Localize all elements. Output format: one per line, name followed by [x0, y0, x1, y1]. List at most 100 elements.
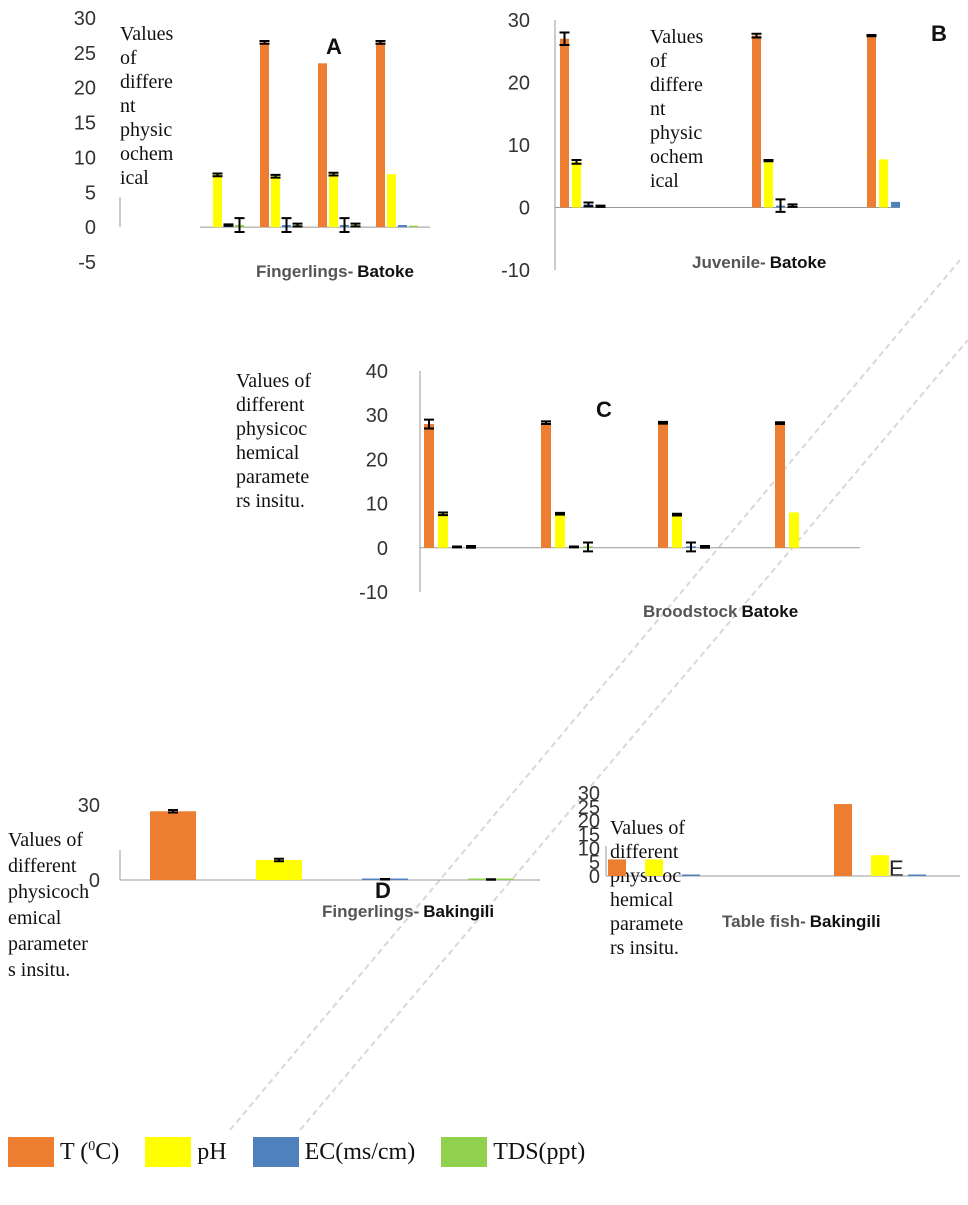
legend-label: EC(ms/cm)	[305, 1139, 416, 1166]
chart-c-y-tick: -10	[359, 582, 388, 604]
chart-e-bar-ec	[682, 874, 700, 876]
chart-b-error-bar	[583, 201, 594, 208]
chart-b-error-bar	[571, 159, 582, 165]
chart-a: A Fingerlings- Batoke 30 25 20 15 10 5 0 -5 Valu…	[74, 8, 430, 281]
legend-swatch	[252, 1137, 299, 1167]
chart-a-y-tick: 15	[74, 113, 96, 135]
chart-a-bar-ph	[387, 174, 396, 228]
chart-b-y-tick: 30	[508, 10, 530, 32]
chart-e-x-title: Table fish- Bakingili	[722, 912, 881, 931]
chart-a-error-bar	[270, 173, 281, 179]
chart-d-y-tick: 30	[78, 795, 100, 817]
chart-d-bar-ph	[256, 860, 302, 880]
chart-e-letter: E	[889, 856, 904, 881]
chart-c-bar-t	[424, 424, 434, 548]
chart-a-error-bar	[328, 171, 339, 177]
legend-label: TDS(ppt)	[493, 1139, 585, 1166]
chart-c-y-ticks: 40 30 20 10 0 -10	[359, 361, 860, 604]
legend-label-text: EC(ms/cm)	[304, 1138, 416, 1165]
legend-label: pH	[197, 1139, 226, 1166]
chart-a-y-tick: 30	[74, 8, 96, 30]
chart-e-y-label: Values ofdifferentphysicochemicalparamet…	[610, 817, 685, 959]
chart-c-error-bar	[658, 420, 668, 425]
chart-d-y-label: Values of different physicoch emical paramet…	[8, 829, 89, 981]
chart-e-bar-ph	[645, 859, 663, 876]
chart-b-bar-ph	[764, 160, 773, 208]
chart-b-letter: B	[931, 21, 947, 46]
chart-c-error-bar	[686, 541, 696, 553]
chart-c-y-label: Values ofdifferentphysicochemicalparamet…	[236, 370, 311, 512]
chart-b-y-tick: -10	[501, 260, 530, 282]
chart-c-y-tick: 30	[366, 405, 388, 427]
chart-a-y-label-line: physic	[120, 119, 172, 141]
chart-c-y-tick: 0	[377, 538, 388, 560]
chart-e-y-tick: 10	[578, 838, 600, 860]
chart-b-y-ticks: 30 20 10 0 -10	[501, 10, 900, 282]
chart-c-error-bar	[583, 541, 593, 553]
legend-item: T (0C)	[8, 1137, 119, 1167]
chart-d-error-bar	[380, 878, 390, 881]
legend-item: pH	[145, 1137, 227, 1167]
chart-a-error-bar	[223, 223, 234, 227]
chart-b-y-label-line: physic	[650, 122, 702, 144]
chart-b-error-bar	[763, 159, 774, 163]
chart-c-bar-ph	[555, 513, 565, 548]
chart-d-y-tick: 0	[89, 870, 100, 892]
chart-a-y-tick: 5	[85, 182, 96, 204]
chart-e-y-label-line: Values of	[610, 817, 685, 839]
chart-e-y-tick: 15	[578, 825, 600, 847]
chart-c-error-bar	[452, 545, 462, 549]
legend-swatch	[8, 1137, 54, 1167]
chart-b-error-bar	[751, 32, 762, 39]
chart-b-error-bar	[787, 203, 798, 208]
chart-c-y-label-line: hemical	[236, 442, 300, 464]
chart-b: B Juvenile- Batoke 30 20 10 0 -10 Valuesofdif…	[501, 10, 947, 282]
chart-b-y-tick: 20	[508, 73, 530, 95]
chart-a-y-label-line: of	[120, 47, 137, 69]
chart-e-y-tick: 30	[578, 783, 600, 805]
chart-c-y-label-line: physicoc	[236, 418, 307, 440]
legend-item: TDS(ppt)	[441, 1137, 585, 1167]
watermark	[229, 259, 968, 1130]
chart-a-error-bar	[212, 172, 223, 178]
chart-c-error-bar	[466, 545, 476, 549]
chart-a-y-label-line: nt	[120, 95, 136, 117]
chart-c-bar-ph	[438, 513, 448, 548]
legend-item: EC(ms/cm)	[252, 1137, 416, 1167]
chart-e-y-tick: 0	[589, 866, 600, 888]
chart-c-y-label-line: different	[236, 394, 305, 416]
chart-c-bars	[424, 418, 799, 553]
legend-label-text: pH	[197, 1138, 227, 1165]
chart-a-bar-t	[260, 42, 269, 228]
chart-a-bar-ph	[271, 176, 280, 228]
chart-e-y-tick: 25	[578, 797, 600, 819]
chart-b-error-bar	[559, 31, 570, 46]
chart-b-y-label-line: ochem	[650, 146, 704, 168]
chart-b-bar-t	[752, 35, 761, 208]
legend-label: T (0C)	[60, 1139, 119, 1166]
chart-c-error-bar	[672, 512, 682, 517]
chart-a-bar-t	[376, 42, 385, 228]
chart-a-error-bar	[292, 222, 303, 228]
chart-a-y-label-line: ochem	[120, 143, 174, 165]
chart-b-x-title: Juvenile- Batoke	[692, 253, 826, 272]
chart-a-y-label-line: Values	[120, 23, 174, 45]
chart-c: C Broodstock Batoke 40 30 20 10 0 -10 Values o…	[236, 361, 860, 621]
chart-c-error-bar	[700, 545, 710, 549]
chart-a-y-tick: 20	[74, 78, 96, 100]
chart-b-y-label-line: differe	[650, 74, 703, 96]
chart-a-bar-ph	[213, 174, 222, 228]
chart-c-y-label-line: paramete	[236, 466, 309, 488]
chart-a-error-bar	[234, 217, 245, 234]
chart-d-y-label-line: s insitu.	[8, 959, 70, 981]
chart-d-y-label-line: emical	[8, 907, 62, 929]
chart-a-error-bar	[375, 40, 386, 45]
chart-a-error-bar	[350, 222, 361, 228]
chart-d-error-bar	[168, 809, 178, 814]
chart-c-error-bar	[438, 511, 448, 517]
chart-e-bar-t	[608, 859, 626, 876]
chart-c-error-bar	[424, 418, 434, 430]
chart-e-bar-ec	[908, 874, 926, 876]
chart-c-y-label-line: rs insitu.	[236, 490, 305, 512]
